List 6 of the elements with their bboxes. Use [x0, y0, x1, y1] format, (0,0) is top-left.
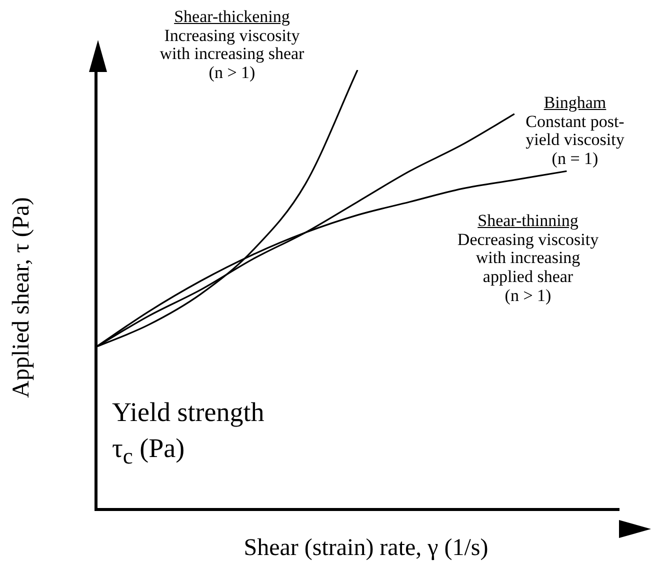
annotation: Yield strength τ$_{c}$ (Pa) — [112, 397, 266, 469]
x-axis-title: Shear (strain) rate, γ (1/s) — [242, 535, 490, 562]
y-axis-title: Applied shear, τ (Pa) — [8, 196, 36, 400]
annotation: Shear-thinning Decreasing viscosity with increasing applied shear (n > 1) — [456, 211, 600, 306]
annotation: Bingham Constant post- yield viscosity (n = 1) — [524, 93, 626, 169]
annotation: Shear-thickening Increasing viscosity with increasing shear (n > 1) — [158, 7, 306, 83]
